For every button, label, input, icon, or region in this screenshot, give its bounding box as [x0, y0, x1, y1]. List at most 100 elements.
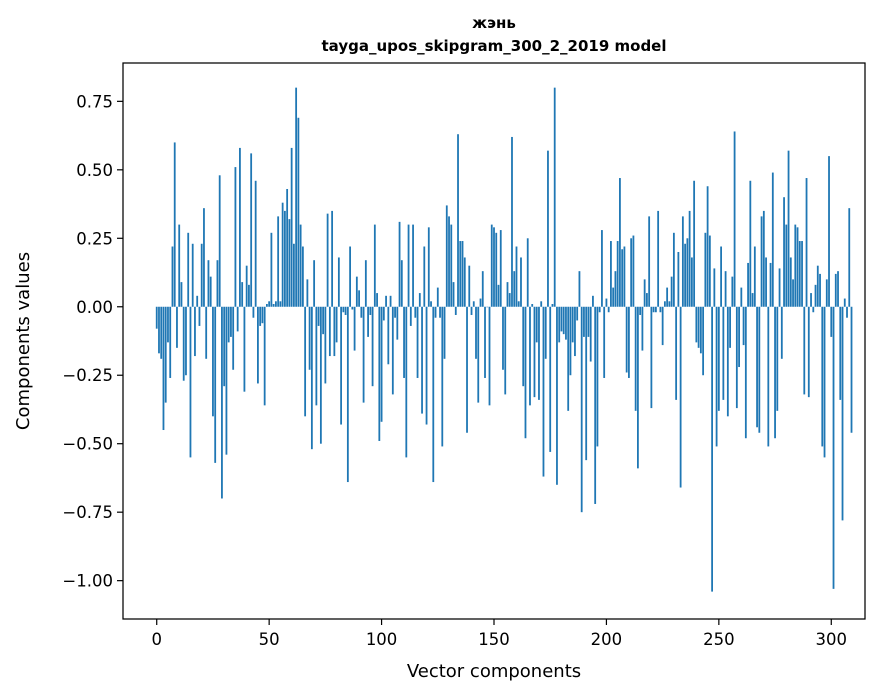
- bar: [654, 306, 657, 313]
- bar: [785, 224, 788, 307]
- y-tick-label: 0.00: [76, 298, 113, 317]
- bar: [230, 306, 232, 337]
- bar: [441, 306, 444, 447]
- bar: [382, 306, 385, 321]
- bar: [499, 230, 502, 307]
- bar: [663, 301, 666, 307]
- bar: [205, 306, 208, 359]
- bar: [398, 221, 401, 307]
- bar: [677, 251, 680, 307]
- bar: [331, 210, 334, 307]
- bar: [191, 243, 194, 307]
- y-tick-label: −0.75: [62, 503, 113, 522]
- bar: [351, 306, 354, 310]
- bar: [610, 241, 612, 307]
- bar: [497, 284, 500, 307]
- bar: [155, 306, 158, 329]
- bar: [670, 276, 673, 307]
- bar: [387, 306, 390, 365]
- bar: [585, 306, 588, 461]
- bar: [580, 306, 583, 513]
- bar: [722, 306, 725, 400]
- bar: [690, 257, 693, 307]
- bar: [686, 238, 689, 307]
- bar: [270, 232, 273, 307]
- x-tick-label: 150: [478, 630, 510, 649]
- bar: [616, 241, 619, 307]
- bar: [688, 210, 691, 307]
- y-tick-label: 0.75: [76, 92, 113, 111]
- bar: [203, 208, 205, 307]
- bar: [646, 293, 648, 307]
- chart-title: жэнь: [472, 14, 516, 32]
- bar: [439, 306, 441, 318]
- bar: [850, 306, 853, 433]
- bar: [556, 306, 558, 485]
- bar: [569, 306, 572, 376]
- bar: [846, 306, 848, 318]
- bar: [706, 186, 709, 307]
- bar: [506, 282, 509, 307]
- bar: [749, 180, 752, 307]
- bar: [445, 205, 448, 307]
- bar: [652, 306, 655, 313]
- bar: [396, 306, 399, 340]
- bar: [310, 306, 313, 450]
- bar: [513, 271, 516, 307]
- bar: [160, 306, 163, 359]
- bar: [657, 210, 660, 307]
- bar: [771, 172, 774, 307]
- bar: [578, 271, 581, 307]
- bar: [200, 243, 203, 307]
- bar: [198, 306, 201, 326]
- bar: [637, 306, 639, 469]
- bar: [481, 271, 484, 307]
- bar: [214, 306, 217, 463]
- bar: [391, 306, 394, 395]
- bar: [819, 273, 821, 307]
- bar: [621, 249, 624, 307]
- bar: [227, 306, 230, 343]
- bar: [760, 216, 763, 307]
- bar: [389, 295, 392, 307]
- bar: [463, 257, 466, 307]
- bar: [814, 284, 817, 307]
- bar: [841, 306, 844, 521]
- plot-area-frame: [122, 62, 866, 620]
- bar: [290, 147, 293, 307]
- x-tick-label: 250: [703, 630, 735, 649]
- bar: [529, 306, 531, 406]
- bar: [475, 306, 477, 359]
- bar: [526, 238, 529, 307]
- bar: [837, 271, 839, 307]
- bar: [553, 87, 556, 307]
- bar: [693, 180, 696, 307]
- bar: [275, 301, 277, 307]
- bar: [254, 180, 257, 307]
- bar: [283, 210, 286, 307]
- bar: [457, 134, 459, 307]
- bar: [403, 306, 405, 378]
- bar: [281, 202, 284, 307]
- bar: [317, 306, 320, 326]
- bar: [173, 142, 176, 307]
- bar: [702, 306, 705, 376]
- bar: [196, 295, 199, 307]
- bar: [164, 306, 167, 403]
- bar: [715, 306, 718, 447]
- bar: [369, 306, 372, 315]
- bar: [511, 136, 513, 307]
- bar: [708, 235, 711, 307]
- bar: [801, 241, 803, 307]
- bar: [364, 260, 367, 307]
- bar: [565, 306, 567, 340]
- bars-group: [155, 87, 853, 592]
- bar: [223, 306, 226, 387]
- bar: [385, 295, 387, 307]
- bar: [544, 306, 547, 359]
- bar: [243, 306, 246, 392]
- bar: [738, 306, 740, 368]
- bar: [533, 306, 536, 398]
- bar: [360, 306, 363, 318]
- bar: [400, 260, 403, 307]
